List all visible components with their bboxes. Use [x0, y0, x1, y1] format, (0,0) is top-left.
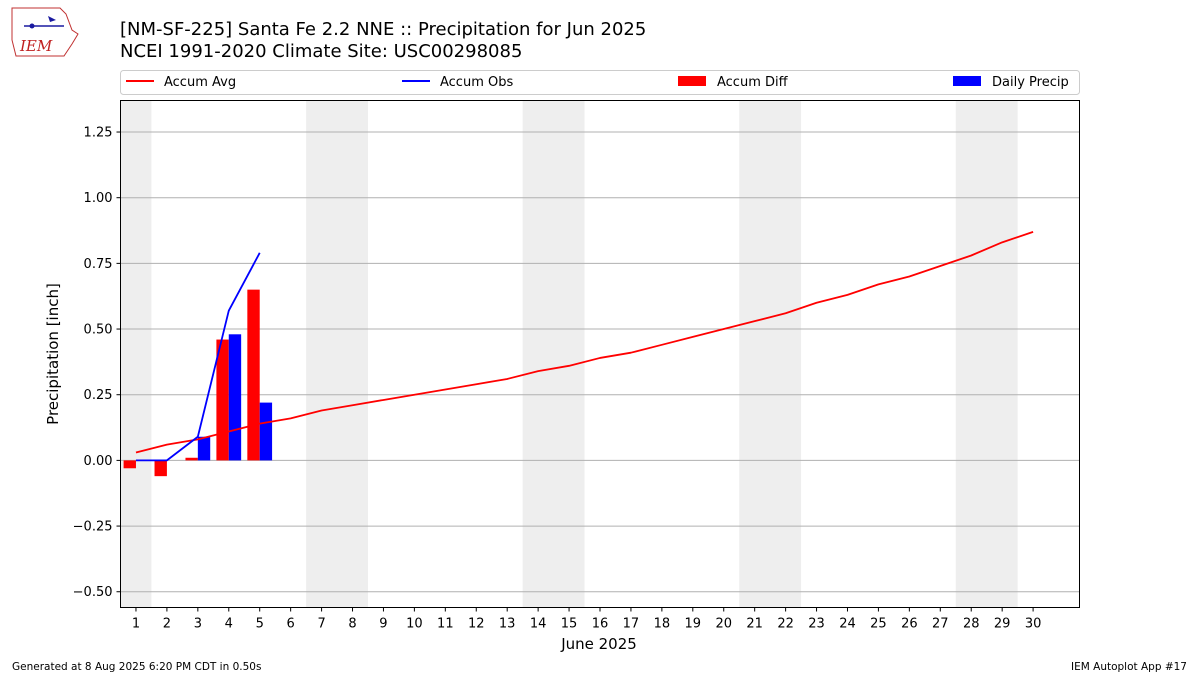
- x-tick-label: 15: [561, 617, 578, 632]
- x-tick-label: 8: [348, 617, 356, 632]
- x-tick-label: 23: [808, 617, 825, 632]
- accum-obs-line: [135, 252, 261, 462]
- x-tick-label: 28: [963, 617, 980, 632]
- logo-flag-icon: [48, 16, 56, 22]
- x-tick-label: 25: [870, 617, 887, 632]
- y-tick-label: −0.50: [73, 585, 113, 600]
- x-tick-label: 2: [163, 617, 171, 632]
- y-tick-label: −0.25: [73, 520, 113, 535]
- x-tick-label: 16: [592, 617, 609, 632]
- x-tick-label: 17: [623, 617, 640, 632]
- x-tick-label: 22: [777, 617, 794, 632]
- footer-app-id: IEM Autoplot App #17: [1071, 661, 1187, 673]
- accum-diff-bar: [216, 339, 229, 461]
- y-tick-label: 1.25: [84, 126, 113, 141]
- x-tick-label: 14: [530, 617, 547, 632]
- x-tick-label: 3: [194, 617, 202, 632]
- x-axis-label: June 2025: [560, 635, 637, 653]
- x-tick-label: 20: [715, 617, 732, 632]
- y-tick-label: 0.75: [84, 257, 113, 272]
- x-tick-label: 29: [994, 617, 1011, 632]
- daily-precip-bar: [259, 402, 273, 461]
- x-tick-label: 27: [932, 617, 949, 632]
- x-tick-label: 19: [685, 617, 702, 632]
- x-tick-label: 7: [317, 617, 325, 632]
- legend-label-daily-precip: Daily Precip: [992, 75, 1069, 90]
- weekend-band: [522, 100, 585, 608]
- x-tick-label: 9: [379, 617, 387, 632]
- weekend-band: [306, 100, 368, 608]
- x-tick-label: 24: [839, 617, 856, 632]
- accum-diff-bar: [247, 289, 260, 461]
- legend-box: [120, 70, 1080, 95]
- accum-avg-line: [135, 230, 1034, 454]
- x-tick-label: 18: [654, 617, 671, 632]
- daily-precip-bar: [228, 334, 242, 461]
- iowa-outline-icon: [11, 7, 79, 57]
- legend-label-accum-avg: Accum Avg: [164, 75, 236, 90]
- series-lines: [135, 230, 1034, 462]
- logo-text: IEM: [19, 37, 53, 55]
- x-tick-label: 21: [746, 617, 763, 632]
- x-tick-label: 13: [499, 617, 516, 632]
- weekend-band: [739, 100, 802, 608]
- y-tick-label: 0.25: [84, 388, 113, 403]
- chart-subtitle: NCEI 1991-2020 Climate Site: USC00298085: [120, 41, 522, 62]
- y-tick-label: 0.50: [84, 323, 113, 338]
- x-tick-label: 26: [901, 617, 918, 632]
- x-tick-label: 4: [225, 617, 233, 632]
- x-tick-label: 6: [287, 617, 295, 632]
- chart-title: [NM-SF-225] Santa Fe 2.2 NNE :: Precipit…: [120, 19, 646, 40]
- legend-label-accum-obs: Accum Obs: [440, 75, 513, 90]
- x-tick-label: 10: [406, 617, 423, 632]
- legend-swatch-daily-precip: [953, 76, 981, 86]
- x-tick-label: 1: [132, 617, 140, 632]
- y-axis-ticks: −0.50 −0.25 0.00 0.25 0.50 0.75 1.00 1.25: [73, 126, 121, 600]
- x-tick-label: 30: [1025, 617, 1042, 632]
- y-axis-label: Precipitation [inch]: [44, 283, 62, 425]
- daily-precip-bar: [197, 436, 211, 461]
- weekend-band: [955, 100, 1018, 608]
- legend: Accum Avg Accum Obs Accum Diff Daily Pre…: [120, 70, 1080, 95]
- x-tick-label: 5: [256, 617, 264, 632]
- logo-dot-icon: [29, 23, 35, 29]
- x-axis-ticks: 1 2 3 4 5 6 7 8 9 10 11 12 13 14 15 16 17 18 19 20 21 22 23 24 2…: [132, 607, 1042, 632]
- y-tick-label: 1.00: [84, 191, 113, 206]
- weekend-band: [120, 100, 152, 608]
- x-tick-label: 12: [468, 617, 485, 632]
- legend-swatch-accum-diff: [678, 76, 706, 86]
- x-tick-label: 11: [437, 617, 454, 632]
- y-tick-label: 0.00: [84, 454, 113, 469]
- accum-diff-bar: [154, 460, 167, 477]
- accum-diff-bar: [185, 457, 198, 461]
- accum-diff-bar: [123, 460, 136, 469]
- weekend-bands: [120, 100, 1018, 608]
- gridlines: [120, 131, 1080, 593]
- plot-frame: [120, 100, 1080, 608]
- iem-logo: IEM: [11, 7, 79, 57]
- legend-label-accum-diff: Accum Diff: [717, 75, 789, 90]
- footer-generated: Generated at 8 Aug 2025 6:20 PM CDT in 0…: [12, 661, 261, 673]
